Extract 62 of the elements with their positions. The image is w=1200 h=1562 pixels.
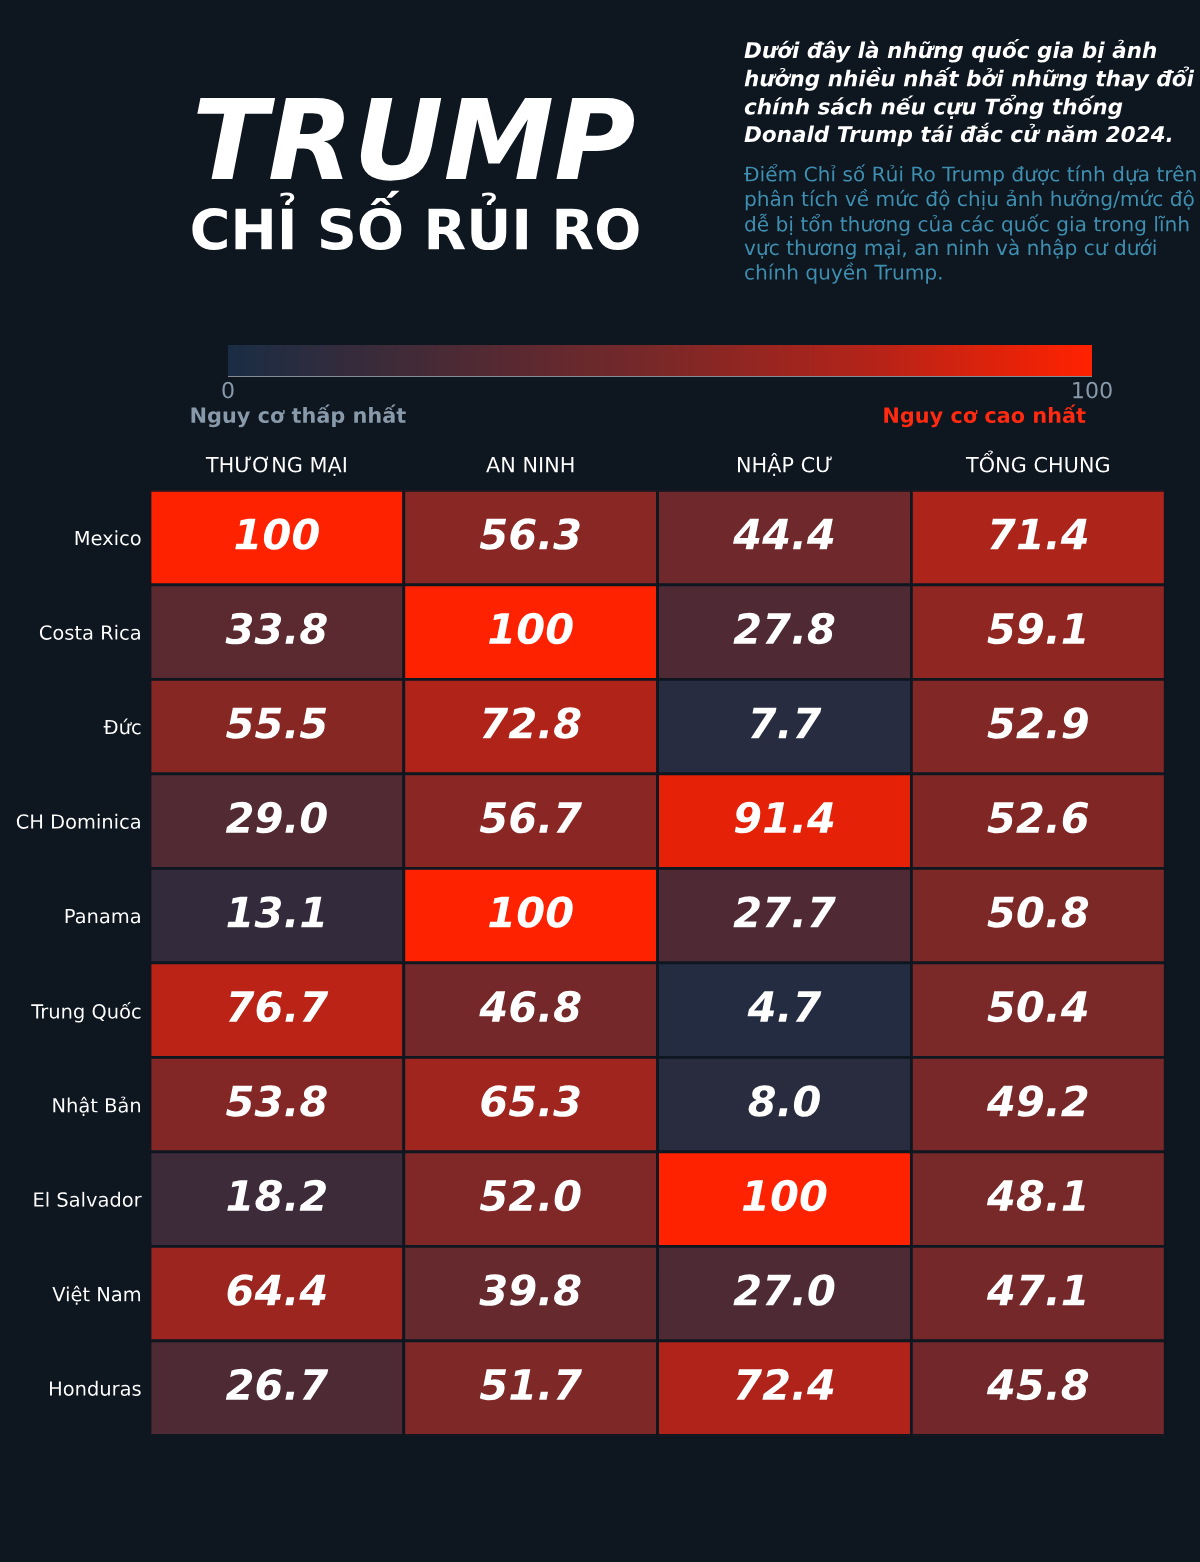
y-tick-label: El Salvador (34, 1191, 142, 1207)
data-label: 53.8 (226, 1085, 327, 1117)
text: Nguy cơ thấp nhất (191, 404, 406, 428)
data-label: 59.1 (987, 612, 1085, 645)
data-label: 39.8 (479, 1274, 581, 1306)
data-label: 27.0 (733, 1274, 835, 1306)
data-label: 45.8 (986, 1368, 1089, 1401)
text: Dưới đây là những quốc gia bị ảnh hưởng nhiều nhất bởi những thay đổi chính sách nếu cựu Tổng thống Donald Trump tái đắc cử năm 2024. (744, 39, 1195, 147)
y-tick-label: Costa Rica (39, 624, 140, 640)
data-label: 47.1 (986, 1274, 1085, 1306)
y-tick-label: Đức (103, 718, 141, 735)
data-label: 76.7 (228, 990, 329, 1023)
y-tick-label: Mexico (75, 530, 141, 546)
data-label: 52.9 (987, 707, 1088, 739)
data-label: 7.7 (750, 707, 822, 739)
data-label: 65.3 (481, 1085, 580, 1117)
data-label: 100 (742, 1179, 827, 1212)
chart-subtitle: CHỈ SỐ RỦI RO (192, 190, 639, 251)
data-label: 27.8 (733, 612, 835, 645)
data-label: 46.8 (479, 990, 581, 1023)
y-tick-label: Nhật Bản (53, 1096, 141, 1116)
data-label: 29.0 (225, 801, 327, 834)
data-label: 33.8 (225, 612, 327, 645)
x-tick-label: TỔNG CHUNG (965, 450, 1109, 473)
x-tick-label: NHẬP CƯ (737, 452, 832, 477)
y-tick-label: Việt Nam (52, 1285, 141, 1305)
data-label: 4.7 (747, 991, 822, 1022)
data-label: 18.2 (227, 1179, 326, 1212)
data-label: 52.0 (479, 1179, 581, 1212)
data-label: 13.1 (227, 896, 324, 928)
x-tick-label: AN NINH (486, 457, 574, 473)
data-label: 91.4 (734, 801, 834, 834)
data-label: 50.8 (987, 896, 1089, 928)
chart-title: TRUMP (197, 98, 635, 181)
x-tick-label: THƯƠNG MẠI (205, 456, 346, 477)
data-label: 72.8 (482, 707, 581, 739)
text: Nguy cơ cao nhất (884, 404, 1086, 428)
y-tick-label: Honduras (50, 1380, 141, 1396)
color-bar-label: 100 (1073, 381, 1112, 399)
data-label: 64.4 (227, 1274, 326, 1306)
data-label: 56.3 (479, 518, 580, 550)
data-label: 8.0 (748, 1085, 820, 1117)
color-bar-label: 0 (222, 381, 234, 399)
data-label: 49.2 (986, 1085, 1088, 1117)
data-label: 71.4 (990, 518, 1088, 550)
data-label: 56.7 (479, 801, 583, 834)
data-label: 27.7 (733, 896, 836, 928)
data-label: 50.4 (987, 990, 1088, 1023)
data-label: 100 (489, 896, 573, 928)
data-label: 26.7 (225, 1368, 329, 1401)
data-label: 55.5 (226, 707, 327, 739)
text: Điểm Chỉ số Rủi Ro Trump được tính dựa trên phân tích về mức độ chịu ảnh hưởng/mức độ dễ bị tổn thương của các quốc gia trong lĩnh vực thương mại, an ninh và nhập cư dưới chính quyền Trump. (744, 164, 1196, 284)
y-tick-label: Panama (65, 908, 140, 924)
data-label: 52.6 (987, 801, 1089, 834)
data-label: 48.1 (986, 1179, 1085, 1212)
data-label: 51.7 (479, 1369, 583, 1401)
data-label: 100 (235, 518, 319, 550)
y-tick-label: Trung Quốc (31, 1002, 141, 1023)
data-label: 44.4 (733, 518, 834, 550)
data-label: 72.4 (736, 1368, 834, 1400)
y-tick-label: CH Dominica (16, 813, 140, 829)
data-label: 100 (489, 612, 573, 645)
